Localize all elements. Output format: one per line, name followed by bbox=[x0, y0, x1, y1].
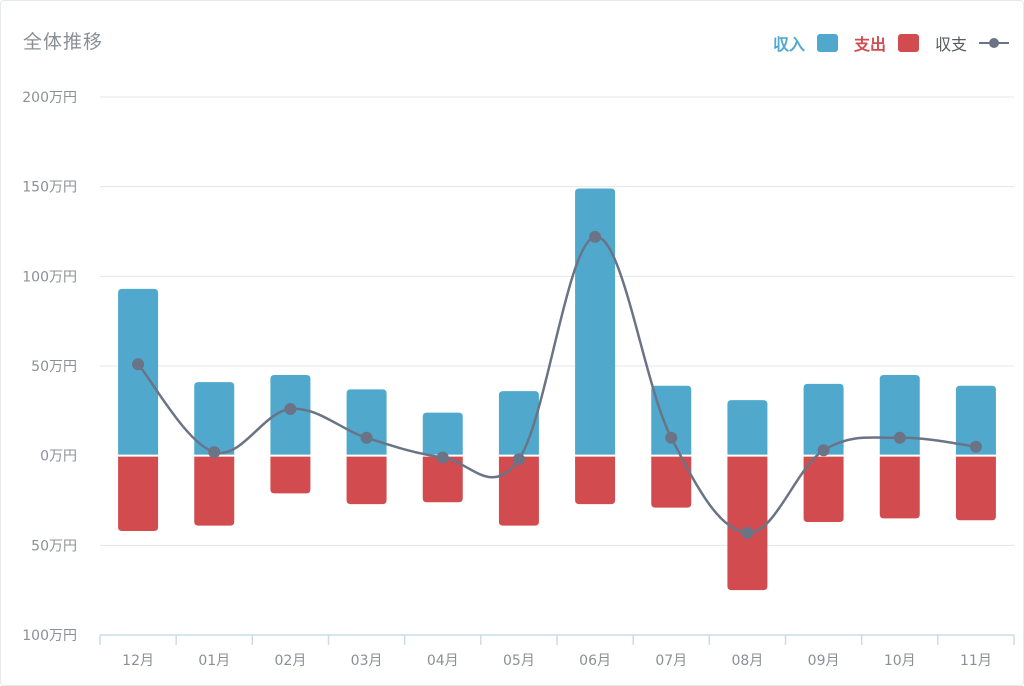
balance-point bbox=[817, 444, 830, 457]
chart-legend: 収入 支出 収支 bbox=[767, 31, 1009, 55]
balance-point bbox=[208, 446, 221, 459]
legend-label-balance: 収支 bbox=[934, 35, 967, 54]
balance-point bbox=[589, 230, 602, 243]
income-bar bbox=[575, 188, 616, 456]
y-tick-label: 0万円 bbox=[40, 449, 77, 465]
income-bar bbox=[651, 385, 692, 456]
x-tick-label: 09月 bbox=[808, 653, 840, 669]
legend-label-expense: 支出 bbox=[853, 35, 886, 54]
legend-item-income[interactable]: 収入 bbox=[773, 31, 838, 55]
expense-bar bbox=[651, 455, 692, 508]
y-tick-label: 100万円 bbox=[22, 628, 77, 644]
expense-bar bbox=[803, 455, 844, 523]
expense-bar bbox=[575, 455, 616, 505]
x-tick-label: 06月 bbox=[579, 653, 611, 669]
x-tick-label: 05月 bbox=[503, 653, 535, 669]
expense-bar bbox=[270, 455, 311, 494]
income-bar bbox=[422, 412, 463, 456]
balance-point bbox=[893, 431, 906, 444]
x-tick-label: 10月 bbox=[884, 653, 916, 669]
chart-title: 全体推移 bbox=[23, 31, 104, 53]
balance-point bbox=[741, 526, 754, 539]
balance-point bbox=[969, 440, 982, 453]
x-tick-label: 07月 bbox=[655, 653, 687, 669]
income-bar bbox=[118, 288, 159, 456]
x-tick-label: 01月 bbox=[198, 653, 230, 669]
balance-point bbox=[512, 453, 525, 466]
x-tick-label: 11月 bbox=[960, 653, 992, 669]
income-bar bbox=[879, 374, 920, 456]
legend-swatch-income bbox=[816, 34, 838, 52]
income-bar bbox=[727, 400, 768, 456]
expense-bar bbox=[346, 455, 387, 505]
balance-point bbox=[436, 451, 449, 464]
legend-swatch-expense bbox=[897, 34, 919, 52]
expense-bar bbox=[879, 455, 920, 519]
y-tick-label: 50万円 bbox=[31, 538, 77, 554]
expense-bar bbox=[955, 455, 996, 521]
y-tick-label: 100万円 bbox=[22, 269, 77, 285]
y-tick-label: 150万円 bbox=[22, 180, 77, 196]
y-tick-label: 50万円 bbox=[31, 359, 77, 375]
expense-bar bbox=[118, 455, 159, 531]
income-bar bbox=[955, 385, 996, 456]
balance-point bbox=[132, 358, 145, 371]
x-tick-label: 02月 bbox=[275, 653, 307, 669]
balance-line bbox=[137, 235, 977, 535]
legend-item-balance[interactable]: 収支 bbox=[935, 31, 1009, 55]
expense-bar bbox=[194, 455, 235, 526]
income-bar bbox=[803, 383, 844, 456]
income-bar bbox=[270, 374, 311, 456]
y-tick-label: 200万円 bbox=[22, 90, 77, 106]
x-tick-label: 12月 bbox=[122, 653, 154, 669]
balance-point bbox=[665, 431, 678, 444]
expense-bar bbox=[727, 455, 768, 591]
expense-bar bbox=[498, 455, 539, 526]
legend-label-income: 収入 bbox=[772, 35, 805, 54]
expense-bar bbox=[422, 455, 463, 503]
income-bar bbox=[194, 382, 235, 456]
legend-item-expense[interactable]: 支出 bbox=[854, 31, 919, 55]
balance-point bbox=[284, 403, 297, 416]
x-tick-label: 03月 bbox=[351, 653, 383, 669]
x-tick-label: 08月 bbox=[732, 653, 764, 669]
income-bar bbox=[346, 389, 387, 456]
balance-point bbox=[360, 431, 373, 444]
x-tick-label: 04月 bbox=[427, 653, 459, 669]
legend-line-marker-icon bbox=[979, 34, 1009, 52]
